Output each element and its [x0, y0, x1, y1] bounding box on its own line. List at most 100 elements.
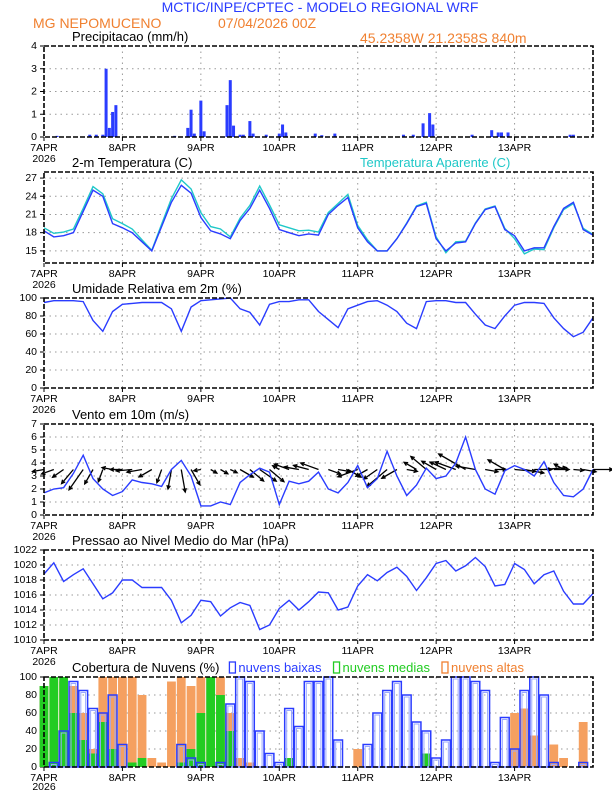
- y-tick-label: 24: [25, 190, 37, 202]
- cloud-bar-nuvens-medias: [284, 758, 294, 767]
- precip-bar: [506, 132, 510, 137]
- wind-vector-shaft: [355, 468, 368, 477]
- y-tick-label: 80: [25, 310, 37, 322]
- wind-vector: [406, 468, 419, 474]
- y-tick-label: 100: [19, 292, 37, 304]
- wind-vector-head: [166, 484, 171, 491]
- y-tick-label: 1016: [14, 589, 38, 601]
- x-tick-label: 7APR: [30, 142, 58, 154]
- series-line-1: [43, 556, 594, 631]
- wind-vector-head: [292, 464, 298, 469]
- cloud-bar-inner-outline: [305, 683, 312, 768]
- cloud-bar-inner-outline: [60, 732, 67, 768]
- precip-bar: [186, 127, 190, 137]
- cloud-bar-nuvens-medias: [216, 695, 225, 767]
- wind-vector-shaft: [138, 468, 153, 478]
- wind-vector: [108, 467, 123, 472]
- wind-vector-head: [114, 468, 121, 473]
- wind-vector: [31, 468, 45, 474]
- y-tick-label: 0: [31, 509, 37, 521]
- cloud-bar-inner-outline: [315, 683, 322, 768]
- series-line-1: [43, 178, 594, 255]
- y-tick-label: 1020: [14, 559, 38, 571]
- wind-vector-shaft: [337, 468, 350, 473]
- wind-vector-head: [357, 473, 363, 478]
- x-tick-label: 10APR: [263, 142, 297, 154]
- panel-2: 2-m Temperatura (C) 15 18 21 24 27 7APR 8APR 9AP…: [25, 155, 594, 291]
- cloud-bar-nuvens-altas: [353, 749, 363, 767]
- cloud-bar-inner-outline: [541, 696, 547, 768]
- x-year-label: 2026: [32, 781, 56, 792]
- wind-vector: [573, 467, 586, 473]
- wind-vector-shaft: [573, 468, 584, 472]
- wind-vector-head: [608, 467, 612, 472]
- x-tick-label: 8APR: [109, 393, 137, 405]
- cloud-bar-inner-outline: [413, 723, 420, 768]
- x-tick-label: 13APR: [498, 772, 532, 784]
- wind-vector-shaft: [259, 468, 277, 482]
- wind-vector-head: [83, 479, 89, 486]
- x-tick-label: 9APR: [187, 772, 215, 784]
- x-year-label: 2026: [32, 404, 56, 416]
- wind-vector: [220, 468, 230, 475]
- precip-bar: [107, 127, 111, 137]
- precip-bar: [571, 134, 575, 137]
- precip-bar: [192, 133, 196, 137]
- x-tick-label: 8APR: [109, 645, 137, 657]
- precip-bar: [428, 113, 432, 137]
- cloud-bar-nuvens-medias: [225, 731, 235, 767]
- y-tick-label: 100: [19, 671, 37, 683]
- y-tick-label: 1022: [14, 544, 38, 556]
- wind-vector-head: [192, 467, 198, 473]
- wind-vector-head: [420, 460, 426, 465]
- wind-vector-head: [60, 479, 66, 485]
- wind-vector-shaft: [485, 468, 499, 473]
- wind-vector-shaft: [32, 468, 45, 473]
- precip-bar: [333, 133, 337, 137]
- x-tick-label: 9APR: [187, 645, 215, 657]
- cloud-bar-nuvens-baixas: [440, 739, 452, 768]
- wind-vector: [60, 469, 74, 485]
- cloud-bar-nuvens-baixas: [362, 743, 373, 768]
- cloud-bar-nuvens-medias: [69, 713, 78, 767]
- x-tick-label: 7APR: [30, 772, 58, 784]
- wind-vector: [239, 468, 255, 478]
- wind-vector-shaft: [180, 469, 186, 493]
- wind-vector: [292, 464, 309, 471]
- legend-swatch-nuvens-medias: [332, 661, 341, 674]
- wind-vector: [524, 468, 546, 475]
- series-line-2: [43, 184, 594, 253]
- cloud-bar-inner-outline: [384, 692, 391, 768]
- wind-vector-head: [137, 473, 144, 478]
- legend-swatch-nuvens-altas: [441, 661, 449, 674]
- y-tick-label: 0: [31, 382, 37, 394]
- plot-frame: [43, 297, 594, 389]
- cloud-bar-nuvens-altas: [529, 735, 539, 767]
- cloud-bar-nuvens-altas: [549, 744, 559, 767]
- precip-bar: [277, 133, 281, 137]
- cloud-bar-inner-outline: [256, 732, 263, 768]
- legend-label-nuvens-medias: nuvens medias: [343, 660, 431, 675]
- x-tick-label: 8APR: [109, 142, 137, 154]
- x-tick-label: 10APR: [263, 520, 297, 532]
- wind-vector-head: [282, 465, 289, 470]
- x-tick-label: 12APR: [420, 772, 454, 784]
- cloud-bar-nuvens-baixas: [234, 676, 246, 768]
- cloud-bar-nuvens-baixas: [470, 680, 481, 768]
- wind-vector-shaft: [524, 468, 544, 474]
- y-tick-label: 0: [31, 761, 37, 773]
- cloud-bar-nuvens-baixas: [460, 676, 471, 768]
- wind-vector-head: [272, 477, 278, 482]
- cloud-bar-nuvens-medias: [196, 713, 206, 767]
- cloud-bar-nuvens-baixas: [244, 680, 256, 768]
- wind-vector: [249, 469, 265, 482]
- precip-bar: [401, 134, 405, 137]
- precip-bar: [251, 133, 255, 137]
- legend-label-nuvens-baixas: nuvens baixas: [238, 660, 322, 675]
- wind-vector: [210, 468, 219, 474]
- x-tick-label: 9APR: [187, 268, 215, 280]
- x-tick-label: 7APR: [30, 520, 58, 532]
- plot-frame: [43, 676, 594, 768]
